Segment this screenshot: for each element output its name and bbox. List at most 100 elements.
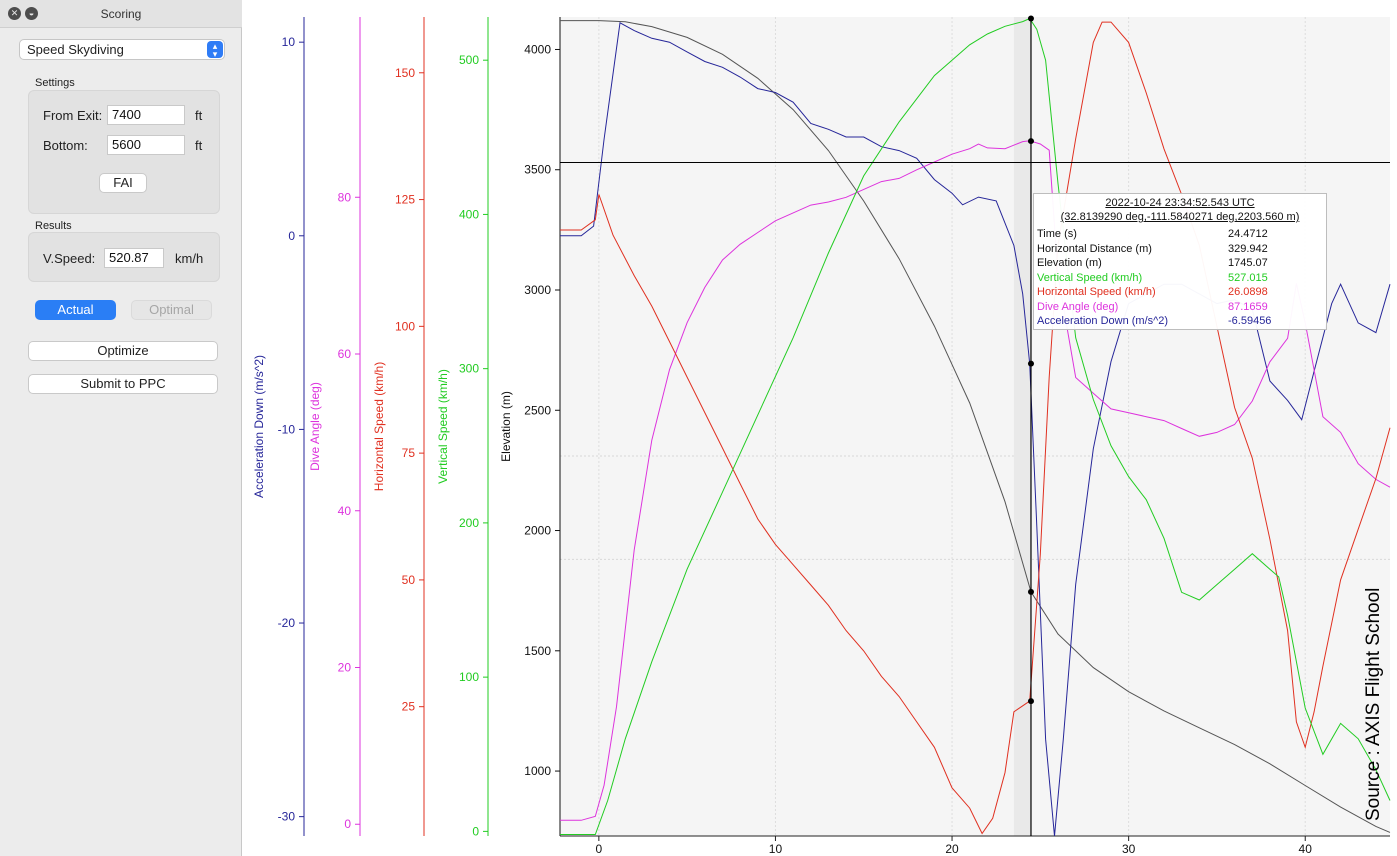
tooltip-row: Horizontal Speed (km/h) 26.0898 bbox=[1037, 286, 1323, 300]
tooltip-row-value: 1745.07 bbox=[1228, 257, 1268, 269]
axis-tick-label: 40 bbox=[338, 504, 352, 518]
watermark: Source : AXIS Flight School bbox=[1363, 588, 1384, 821]
from-exit-unit: ft bbox=[195, 108, 203, 123]
axis-tick-label: 20 bbox=[338, 660, 352, 674]
cursor-overlay bbox=[560, 15, 1390, 836]
tooltip-row-name: Dive Angle (deg) bbox=[1037, 300, 1119, 313]
tooltip-row-value: -6.59456 bbox=[1228, 315, 1272, 327]
cursor-point-hspeed bbox=[1027, 698, 1034, 705]
tooltip-row-value: 26.0898 bbox=[1228, 286, 1268, 298]
tooltip-coords: (32.8139290 deg,-111.5840271 deg,2203.56… bbox=[1060, 211, 1300, 223]
tooltip-row-value: 24.4712 bbox=[1228, 228, 1268, 240]
axis-tick-label: 0 bbox=[288, 229, 295, 243]
axis-tick-label: 2000 bbox=[524, 524, 551, 538]
fai-button[interactable]: FAI bbox=[99, 173, 147, 193]
axis-tick-label: 0 bbox=[344, 817, 351, 831]
tooltip-row-name: Elevation (m) bbox=[1037, 257, 1102, 269]
vspeed-unit: km/h bbox=[175, 251, 204, 266]
tooltip-row-name: Acceleration Down (m/s^2) bbox=[1037, 315, 1169, 327]
axis-tick-label: 4000 bbox=[524, 42, 551, 56]
mode-select[interactable]: Speed Skydiving ▴ ▾ bbox=[19, 39, 225, 60]
cursor-point-accel bbox=[1027, 360, 1034, 367]
tooltip-row-value: 87.1659 bbox=[1228, 300, 1268, 313]
axis-tick-label: 300 bbox=[459, 362, 479, 376]
axis-tick-label: 500 bbox=[459, 53, 479, 67]
axis-tick-label: 50 bbox=[402, 573, 416, 587]
plot-grid bbox=[560, 17, 1390, 836]
vspeed-label: V.Speed: bbox=[43, 251, 96, 266]
axis-tick-label: 2500 bbox=[524, 403, 551, 417]
scoring-panel: ✕ ◒ Scoring Speed Skydiving ▴ ▾ Settings … bbox=[0, 0, 242, 856]
tooltip-row: Time (s) 24.4712 bbox=[1037, 228, 1323, 242]
axis-tick-label: 1500 bbox=[524, 644, 551, 658]
from-exit-field[interactable]: 7400 bbox=[107, 105, 185, 125]
tooltip-row-name: Vertical Speed (km/h) bbox=[1037, 271, 1143, 284]
cursor-point-elev bbox=[1027, 588, 1034, 595]
axis-tick-label: 1000 bbox=[524, 764, 551, 778]
optimal-button[interactable]: Optimal bbox=[131, 300, 212, 320]
tooltip-row: Acceleration Down (m/s^2) -6.59456 bbox=[1037, 315, 1323, 329]
axis-tick-label: 0 bbox=[472, 824, 479, 838]
axis-tick-label: 60 bbox=[338, 347, 352, 361]
axis-tick-label: 100 bbox=[459, 670, 479, 684]
title-bar: ✕ ◒ Scoring bbox=[0, 0, 242, 28]
x-axis-tick-label: 40 bbox=[1299, 842, 1313, 856]
x-axis-tick-label: 30 bbox=[1122, 842, 1136, 856]
plot-background bbox=[560, 17, 1390, 836]
chevron-up-down-icon: ▴ ▾ bbox=[207, 41, 223, 59]
axis-tick-label: 10 bbox=[282, 35, 296, 49]
axis-label-dive: Dive Angle (deg) bbox=[308, 382, 322, 471]
from-exit-label: From Exit: bbox=[43, 108, 103, 123]
window-title: Scoring bbox=[100, 7, 142, 21]
cursor-point-dive bbox=[1027, 138, 1034, 145]
tooltip-time: 2022-10-24 23:34:52.543 UTC bbox=[1105, 197, 1255, 209]
tooltip-row: Vertical Speed (km/h) 527.015 bbox=[1037, 272, 1323, 286]
tooltip: 2022-10-24 23:34:52.543 UTC (32.8139290 … bbox=[1033, 193, 1327, 330]
tooltip-row: Dive Angle (deg) 87.1659 bbox=[1037, 301, 1323, 315]
axis-tick-label: 3500 bbox=[524, 163, 551, 177]
axis-tick-label: 400 bbox=[459, 207, 479, 221]
axis-tick-label: 100 bbox=[395, 319, 415, 333]
bottom-label: Bottom: bbox=[43, 138, 88, 153]
tooltip-row-value: 527.015 bbox=[1228, 271, 1268, 284]
tooltip-row-name: Time (s) bbox=[1037, 228, 1077, 240]
bottom-field[interactable]: 5600 bbox=[107, 135, 185, 155]
axis-tick-label: -30 bbox=[278, 810, 296, 824]
vspeed-field[interactable]: 520.87 bbox=[104, 248, 164, 268]
close-icon[interactable]: ✕ bbox=[8, 7, 21, 20]
series-line-hspeed bbox=[560, 21, 1391, 835]
x-axis-tick-label: 20 bbox=[945, 842, 959, 856]
mode-select-value: Speed Skydiving bbox=[27, 42, 124, 57]
axis-tick-label: 75 bbox=[402, 446, 416, 460]
submit-to-ppc-button[interactable]: Submit to PPC bbox=[28, 374, 218, 394]
optimize-button[interactable]: Optimize bbox=[28, 341, 218, 361]
axis-label-accel: Acceleration Down (m/s^2) bbox=[252, 355, 266, 498]
results-title: Results bbox=[35, 220, 72, 232]
series-line-dive bbox=[560, 140, 1391, 821]
tooltip-row: Elevation (m) 1745.07 bbox=[1037, 257, 1323, 271]
tooltip-row-value: 329.942 bbox=[1228, 242, 1268, 255]
axis-tick-label: 25 bbox=[402, 700, 416, 714]
tooltip-row-name: Horizontal Distance (m) bbox=[1037, 242, 1152, 255]
axis-tick-label: 150 bbox=[395, 66, 415, 80]
tooltip-row: Horizontal Distance (m) 329.942 bbox=[1037, 243, 1323, 257]
axis-tick-label: 3000 bbox=[524, 283, 551, 297]
axis-label-vspeed: Vertical Speed (km/h) bbox=[436, 369, 450, 484]
axis-tick-label: 125 bbox=[395, 193, 415, 207]
axis-tick-label: -20 bbox=[278, 616, 296, 630]
series-line-elev bbox=[560, 20, 1391, 833]
x-axis-tick-label: 0 bbox=[596, 842, 603, 856]
actual-button[interactable]: Actual bbox=[35, 300, 116, 320]
axis-tick-label: -10 bbox=[278, 422, 296, 436]
bottom-unit: ft bbox=[195, 138, 203, 153]
window-band bbox=[1013, 17, 1031, 836]
axis-tick-label: 80 bbox=[338, 190, 352, 204]
axis-label-hspeed: Horizontal Speed (km/h) bbox=[372, 362, 386, 491]
settings-title: Settings bbox=[35, 77, 75, 89]
watermark-text: Source : AXIS Flight School bbox=[1363, 588, 1384, 821]
minimize-icon[interactable]: ◒ bbox=[25, 7, 38, 20]
x-axis-tick-label: 10 bbox=[769, 842, 783, 856]
axis-tick-label: 200 bbox=[459, 516, 479, 530]
